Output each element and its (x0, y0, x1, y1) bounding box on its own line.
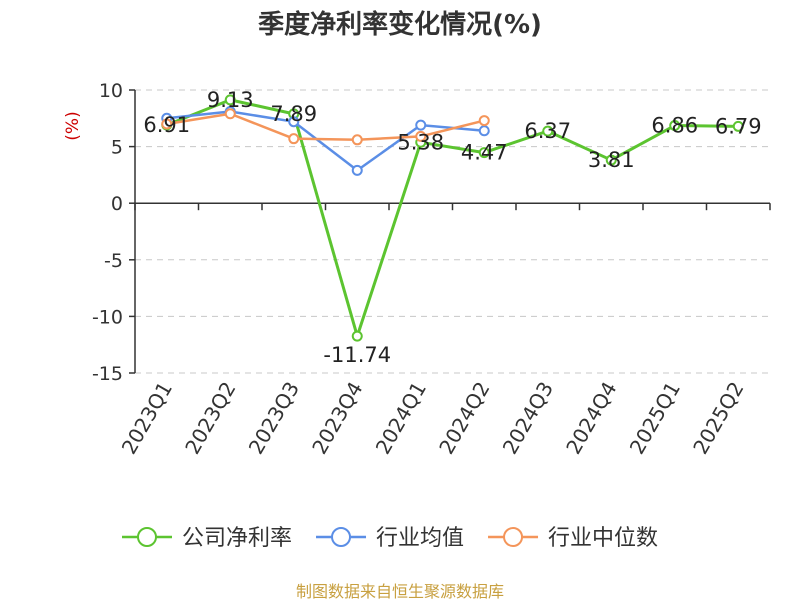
x-tick-label: 2023Q2 (180, 378, 240, 459)
data-point[interactable] (351, 330, 363, 342)
y-tick-label: -10 (92, 306, 123, 328)
series-line- (166, 110, 485, 172)
x-tick-label: 2023Q4 (307, 378, 367, 459)
legend-label: 公司净利率 (182, 526, 292, 551)
data-label: 9.13 (207, 88, 254, 112)
legend-swatch-marker (503, 527, 524, 547)
data-point[interactable] (288, 116, 300, 128)
x-tick-label: 2024Q4 (561, 378, 621, 459)
y-tick-label: -15 (92, 363, 123, 385)
data-point[interactable] (161, 118, 173, 130)
legend-label: 行业中位数 (548, 526, 658, 551)
x-tick-label: 2025Q1 (625, 378, 685, 459)
data-label: 6.91 (143, 113, 190, 137)
legend-item-[interactable]: 公司净利率 (122, 526, 292, 551)
data-label: 6.86 (651, 114, 698, 138)
legend-label: 行业均值 (376, 526, 464, 551)
legend[interactable]: 公司净利率 行业均值 行业中位数 (122, 526, 658, 551)
y-tick-label: 0 (111, 193, 123, 215)
data-point[interactable] (288, 133, 300, 145)
legend-swatch-marker (137, 527, 157, 547)
data-point[interactable] (478, 115, 490, 127)
data-label: 6.79 (715, 114, 762, 138)
data-point[interactable] (415, 119, 427, 131)
x-tick-label: 2023Q3 (244, 378, 304, 459)
data-label: 5.38 (397, 130, 444, 154)
data-point[interactable] (224, 108, 236, 120)
source-note: 制图数据来自恒生聚源数据库 (295, 582, 504, 601)
data-point[interactable] (605, 154, 617, 166)
y-tick-label: -5 (104, 250, 123, 272)
data-point[interactable] (542, 125, 554, 137)
data-labels: 6.91 9.13 7.89 -11.74 5.38 4.47 6.37 3.81 6.86 6.… (143, 88, 761, 367)
y-tick-label: 10 (99, 80, 123, 102)
chart-title: 季度净利率变化情况(%) (258, 10, 542, 40)
legend-item-[interactable]: 行业中位数 (488, 526, 658, 551)
series-line- (166, 112, 485, 142)
legend-swatch-marker (331, 527, 352, 547)
series-line- (166, 98, 739, 338)
x-tick-label: 2024Q2 (434, 378, 494, 459)
data-point[interactable] (478, 125, 490, 137)
data-label: 6.37 (524, 119, 571, 143)
data-point[interactable] (478, 147, 490, 159)
data-point[interactable] (669, 120, 681, 132)
x-tick-label: 2025Q2 (688, 378, 748, 459)
y-axis-unit-label: (%) (63, 111, 83, 140)
y-tick-label: 5 (111, 137, 123, 159)
legend-item-[interactable]: 行业均值 (316, 526, 464, 551)
data-point[interactable] (351, 164, 363, 176)
data-label: 7.89 (270, 102, 317, 126)
series-lines (161, 94, 744, 342)
data-label: 4.47 (461, 141, 508, 165)
data-label: -11.74 (323, 343, 391, 367)
data-point[interactable] (415, 130, 427, 142)
x-tick-label: 2024Q1 (371, 378, 431, 459)
data-point[interactable] (351, 134, 363, 146)
x-tick-label: 2024Q3 (498, 378, 558, 459)
data-point[interactable] (224, 94, 236, 106)
grid-lines (135, 89, 770, 374)
data-label: 3.81 (588, 148, 635, 172)
data-point[interactable] (732, 120, 744, 132)
x-tick-label: 2023Q1 (117, 378, 177, 459)
